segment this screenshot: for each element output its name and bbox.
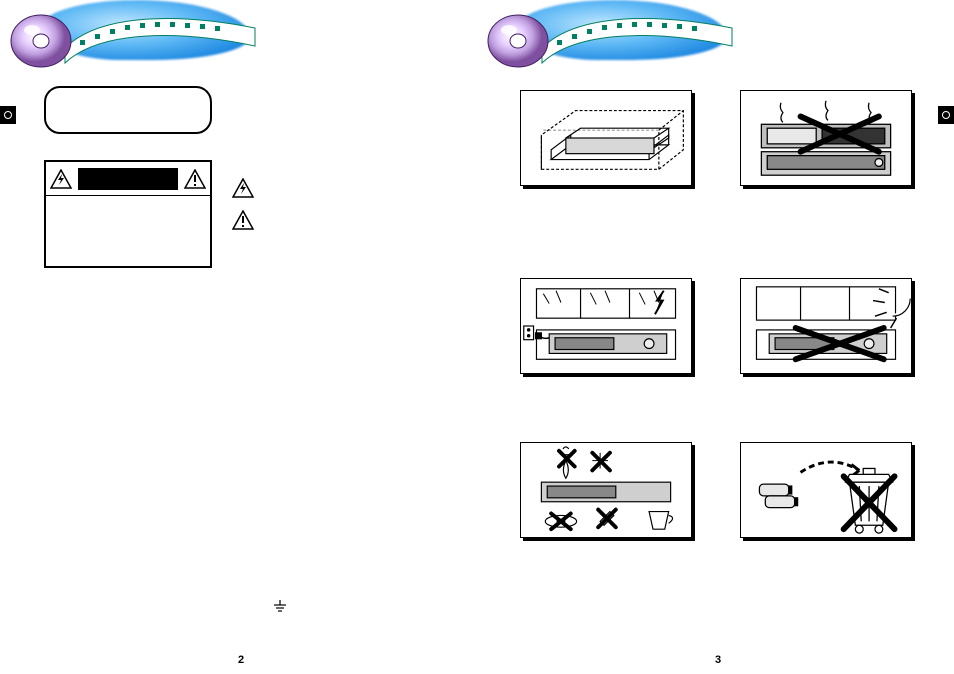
excl-triangle-icon xyxy=(184,169,206,189)
illus-ventilation xyxy=(520,90,692,186)
illus-unplug-storm xyxy=(520,278,692,374)
caution-title-bar xyxy=(78,168,178,190)
bolt-triangle-icon xyxy=(50,169,72,189)
illus-battery-disposal xyxy=(740,442,912,538)
caution-header xyxy=(46,162,210,196)
page-left: 2 xyxy=(0,0,477,674)
filmstrip-icon xyxy=(537,8,737,68)
header-art-right xyxy=(477,0,737,80)
side-legend-icons xyxy=(232,178,262,242)
illus-no-stack-heat xyxy=(740,90,912,186)
illus-no-liquids xyxy=(520,442,692,538)
ground-icon xyxy=(272,600,288,614)
class-laser-box xyxy=(44,86,212,134)
header-art-left xyxy=(0,0,260,80)
caution-box xyxy=(44,160,212,268)
illus-no-sunlight xyxy=(740,278,912,374)
filmstrip-icon xyxy=(60,8,260,68)
page-number-right: 3 xyxy=(715,654,721,666)
bolt-triangle-icon xyxy=(232,178,254,198)
disc-icon xyxy=(10,10,72,72)
page-number-left: 2 xyxy=(238,654,244,666)
disc-icon xyxy=(487,10,549,72)
excl-triangle-icon xyxy=(232,210,254,230)
